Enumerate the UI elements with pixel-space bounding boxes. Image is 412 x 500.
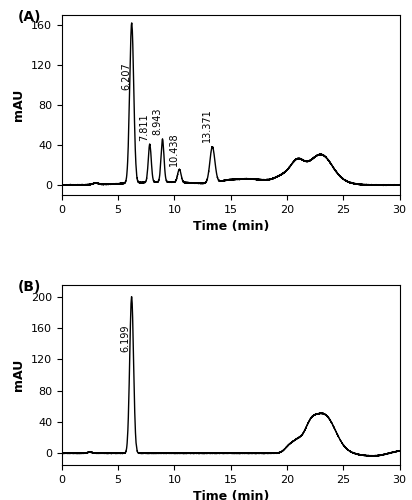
X-axis label: Time (min): Time (min) <box>192 490 269 500</box>
Text: 10.438: 10.438 <box>169 132 179 166</box>
X-axis label: Time (min): Time (min) <box>192 220 269 234</box>
Text: (B): (B) <box>18 280 41 293</box>
Y-axis label: mAU: mAU <box>12 89 26 121</box>
Text: 6.199: 6.199 <box>120 324 131 351</box>
Text: 13.371: 13.371 <box>202 108 212 142</box>
Text: (A): (A) <box>18 10 41 24</box>
Y-axis label: mAU: mAU <box>12 359 26 391</box>
Text: 6.207: 6.207 <box>122 62 131 90</box>
Text: 8.943: 8.943 <box>152 108 162 135</box>
Text: 7.811: 7.811 <box>140 114 150 141</box>
